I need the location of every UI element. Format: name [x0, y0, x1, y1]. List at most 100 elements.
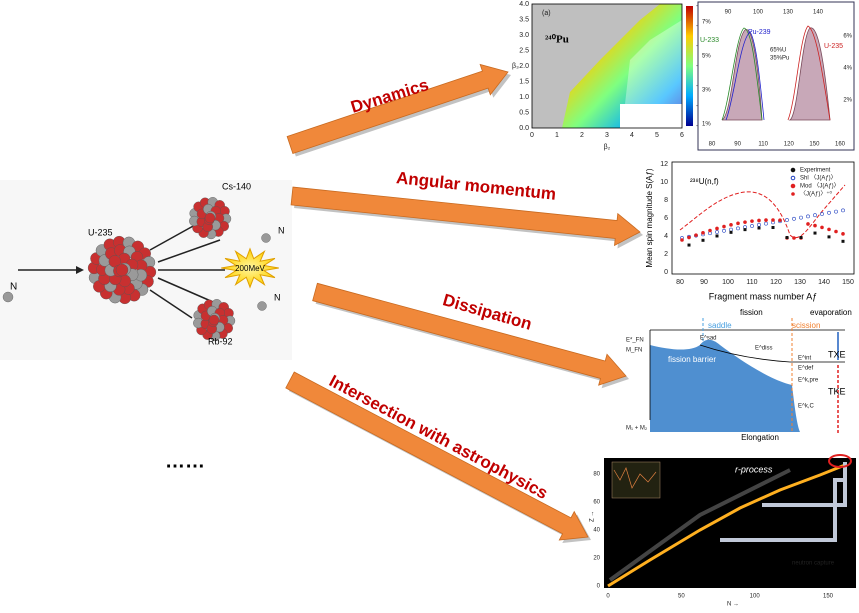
tick-label: 0.5 — [519, 109, 529, 116]
y-axis-label: Mean spin magnitude S(Aƒ) — [645, 168, 654, 268]
tick-label: 12 — [660, 161, 668, 168]
tick-label: 40 — [593, 528, 600, 534]
annotation: neutron capture — [792, 561, 835, 567]
marker — [827, 235, 831, 239]
neutron-label: N — [278, 225, 285, 235]
marker — [841, 208, 845, 213]
marker — [764, 221, 768, 226]
tick-label: 50 — [678, 594, 685, 600]
energy-surface — [562, 4, 682, 128]
marker — [757, 222, 761, 227]
tick-label: 100 — [750, 594, 761, 600]
marker — [813, 231, 817, 235]
legend-marker — [791, 192, 795, 196]
yield-curve — [787, 25, 831, 121]
marker — [792, 236, 796, 240]
tick-label: 1% — [702, 122, 711, 128]
stage-label: fission — [740, 308, 763, 317]
plot-frame — [697, 1, 855, 151]
tick-label: 110 — [746, 279, 757, 286]
marker — [680, 238, 684, 242]
empty-region — [625, 20, 682, 104]
yield-plot: U-233 Pu-239 U-235 65%U 35%Pu 90 100 130 14… — [697, 1, 855, 151]
neutron-label: N — [274, 292, 281, 302]
marker — [841, 232, 845, 236]
colorbar — [686, 6, 693, 126]
marker — [799, 236, 803, 239]
fission-recycling — [720, 462, 847, 542]
marker — [813, 213, 817, 218]
arrow — [286, 63, 509, 155]
plot-title: ²³⁸U(n,f) — [690, 177, 719, 186]
marker — [750, 219, 754, 223]
mass-label: M₁ + M₂ — [626, 426, 648, 432]
rprocess-path — [607, 463, 846, 588]
marker — [834, 229, 838, 234]
marker — [694, 233, 698, 237]
target-label: U-235 — [88, 227, 113, 237]
marker — [736, 221, 740, 226]
ticks: 90 100 130 140 80 90 110 120 150 160 7% 5% 3% 1% 6% 4% 2… — [702, 10, 853, 148]
fission-graphic — [2, 197, 279, 342]
tick-label: 80 — [593, 472, 600, 478]
level-label: E^diss — [755, 346, 773, 352]
panel-label: (a) — [542, 10, 551, 17]
marker — [785, 218, 789, 222]
x-axis-label: N → — [727, 602, 739, 608]
stable-valley — [608, 468, 791, 582]
inset-curve — [613, 467, 657, 489]
legend-entry: Mod 〈J(Aƒ)〉 — [800, 183, 840, 190]
tick-label: 5% — [702, 54, 711, 60]
nucleon — [257, 301, 267, 311]
nucleon — [115, 263, 129, 277]
marker — [750, 224, 754, 228]
tick-label: 150 — [823, 594, 834, 600]
mix-label: 35%Pu — [770, 56, 789, 62]
tick-label: 4% — [843, 66, 852, 72]
dissipation-diagram: fission evaporation saddle scission TXE … — [626, 308, 852, 442]
tick-label: 6 — [680, 132, 684, 139]
x-axis-label: β₂ — [604, 144, 611, 151]
marker — [687, 235, 691, 240]
marker — [820, 225, 824, 230]
tick-label: 150 — [809, 142, 820, 148]
stage-label: evaporation — [810, 308, 852, 317]
tick-label: 4 — [630, 132, 634, 139]
ticks: 80 90 100 110 120 130 140 150 0 2 4 6 8 10 12 — [660, 161, 854, 286]
marker — [701, 230, 705, 235]
inset — [611, 461, 661, 499]
legend-entry: Experiment — [800, 168, 831, 174]
marker — [722, 224, 726, 229]
marker — [757, 226, 761, 230]
marker — [771, 218, 775, 222]
yield-curve — [721, 27, 763, 121]
marker — [792, 216, 796, 221]
nucleus-label: ²⁴⁰Pu — [545, 34, 569, 46]
tick-label: 2% — [843, 98, 852, 104]
marker — [806, 214, 810, 219]
marker — [708, 228, 712, 233]
tick-label: 110 — [758, 142, 768, 148]
legend-marker — [790, 175, 796, 181]
empty-region — [620, 104, 682, 128]
level-label: E^int — [798, 356, 811, 362]
arrow — [312, 282, 627, 386]
arrow-line — [149, 289, 193, 319]
nucleon — [261, 233, 271, 243]
fragment-label: Cs-140 — [222, 181, 251, 191]
y-axis-label: β₃ — [512, 63, 519, 70]
tick-label: 0 — [664, 269, 668, 276]
legend-entry: 〈J(Aƒ)〉⁺⁰ — [800, 191, 833, 198]
tick-label: 0.0 — [519, 125, 529, 132]
marker — [729, 227, 733, 232]
level-label: E^def — [798, 366, 813, 372]
arrow-line — [149, 224, 196, 251]
tick-label: 120 — [770, 279, 782, 286]
tick-label: 160 — [835, 142, 846, 148]
tick-label: 3 — [605, 132, 609, 139]
marker — [715, 230, 719, 234]
tick-label: 3% — [702, 88, 711, 94]
tick-label: 3.5 — [519, 16, 529, 23]
